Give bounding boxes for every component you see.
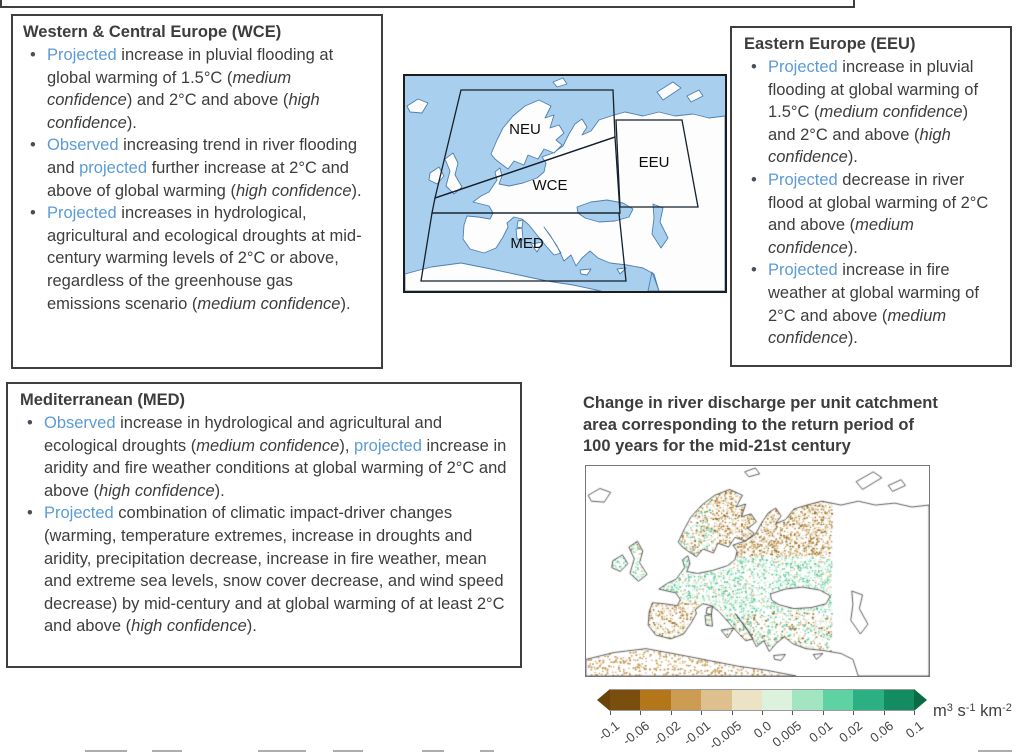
colorbar-unit: m3 s-1 km-2 (933, 702, 1012, 720)
colorbar-segment (822, 690, 854, 710)
colorbar-segment (883, 690, 915, 710)
discharge-map (585, 465, 930, 677)
discharge-speckle-map-canvas (586, 466, 929, 676)
colorbar-bar (610, 689, 915, 711)
eeu-panel-title: Eastern Europe (EEU) (744, 35, 916, 53)
colorbar-tick (914, 711, 915, 715)
colorbar-tick-label: 0.06 (866, 718, 896, 746)
bullet-item: • Projected combination of climatic impac… (27, 504, 505, 636)
red-sea (647, 271, 660, 291)
colorbar-tick (792, 711, 794, 715)
arctic-island (686, 89, 704, 103)
cyprus-island (616, 267, 627, 275)
bullet-item: • Projected increases in hydrological, ag… (30, 204, 362, 313)
bullet-item: • Projected decrease in river flood at gl… (751, 170, 989, 257)
colorbar-tick-label: 0.02 (836, 718, 866, 746)
region-label-wce: WCE (533, 177, 568, 194)
eeu-panel: Eastern Europe (EEU) • Projected increase… (730, 26, 1012, 367)
ireland-island (428, 166, 445, 185)
region-label-eeu: EEU (639, 154, 670, 171)
region-map: NEU WCE EEU MED (403, 74, 727, 293)
bullet-dot: • (27, 504, 33, 523)
region-map-svg: NEU WCE EEU MED (405, 76, 725, 291)
wce-region-outline (431, 136, 621, 214)
colorbar-tick-label: -0.06 (620, 718, 653, 749)
wce-panel: Western & Central Europe (WCE) • Projecte… (11, 14, 383, 369)
bullet-item: • Observed increasing trend in river floo… (30, 136, 362, 200)
colorbar-tick (883, 711, 885, 715)
colorbar-segment (640, 690, 671, 710)
colorbar-tick (640, 711, 642, 715)
cropped-text-fragment (422, 750, 444, 752)
arctic-island (552, 77, 568, 88)
wce-panel-title: Western & Central Europe (WCE) (23, 23, 282, 41)
colorbar-right-arrow (914, 689, 927, 711)
eeu-region-outline (615, 119, 699, 208)
bullet-dot: • (751, 170, 757, 189)
colorbar-segment (610, 690, 641, 710)
caspian-sea (651, 203, 669, 249)
cropped-text-fragment (333, 750, 363, 752)
colorbar-tick (731, 711, 733, 715)
bullet-dot: • (751, 261, 757, 280)
region-label-neu: NEU (509, 121, 541, 138)
bullet-item: • Projected increase in pluvial flooding … (30, 46, 334, 132)
corsica-island (516, 219, 524, 229)
colorbar-tick-label: -0.1 (595, 718, 623, 744)
discharge-colorbar: m3 s-1 km-2 -0.1 -0.06 -0.02 -0.01 -0.005 0.0… (595, 689, 1012, 753)
cropped-text-fragment (85, 750, 127, 752)
sardinia-island (515, 227, 524, 241)
colorbar-tick (853, 711, 855, 715)
cropped-text-fragment (480, 750, 494, 752)
colorbar-segment (853, 690, 884, 710)
bullet-item: • Observed increase in hydrological and a… (27, 414, 507, 500)
med-bullet-list: • Observed increase in hydrological and a… (20, 412, 508, 638)
colorbar-segment (762, 690, 793, 710)
north-africa-landmass (405, 262, 602, 291)
cropped-text-fragment (978, 750, 1012, 752)
colorbar-tick-label: 0.005 (769, 718, 805, 750)
sicily-island (530, 241, 544, 253)
discharge-map-title: Change in river discharge per unit catch… (583, 394, 938, 455)
colorbar-segment (792, 690, 823, 710)
scandinavia-landmass (490, 99, 565, 170)
colorbar-tick-label: -0.02 (650, 718, 684, 749)
bullet-dot: • (30, 46, 36, 64)
colorbar-tick (670, 711, 672, 715)
med-panel-title: Mediterranean (MED) (20, 391, 186, 409)
med-region-outline (420, 212, 627, 282)
region-label-med: MED (510, 235, 544, 252)
colorbar-tick-label: 0.1 (902, 718, 927, 741)
arctic-island (656, 81, 682, 101)
colorbar-segment (701, 690, 732, 710)
great-britain-island (444, 152, 463, 195)
colorbar-segment (670, 690, 702, 710)
bullet-dot: • (30, 136, 36, 155)
med-panel: Mediterranean (MED) • Observed increase i… (6, 382, 522, 668)
colorbar-tick (822, 711, 824, 715)
colorbar-tick-label: -0.005 (705, 718, 744, 753)
colorbar-segment (731, 690, 763, 710)
bullet-item: • Projected increase in pluvial flooding … (751, 58, 979, 167)
bullet-item: • Projected increase in fire weather at g… (751, 261, 979, 348)
eeu-bullet-list: • Projected increase in pluvial flooding … (744, 56, 998, 350)
crete-island (579, 268, 592, 276)
bullet-dot: • (751, 58, 757, 76)
bullet-dot: • (27, 414, 33, 432)
colorbar-tick (701, 711, 703, 715)
colorbar-tick (610, 711, 611, 715)
bullet-dot: • (30, 204, 36, 223)
cropped-text-fragment (152, 750, 182, 752)
wce-bullet-list: • Projected increase in pluvial flooding … (23, 44, 369, 315)
cropped-text-fragment (258, 750, 306, 752)
colorbar-left-arrow (597, 689, 610, 711)
iceland-island (406, 98, 429, 114)
colorbar-tick (762, 711, 763, 715)
cropped-panel-top (0, 0, 855, 8)
colorbar-tick-label: 0.01 (805, 718, 836, 746)
